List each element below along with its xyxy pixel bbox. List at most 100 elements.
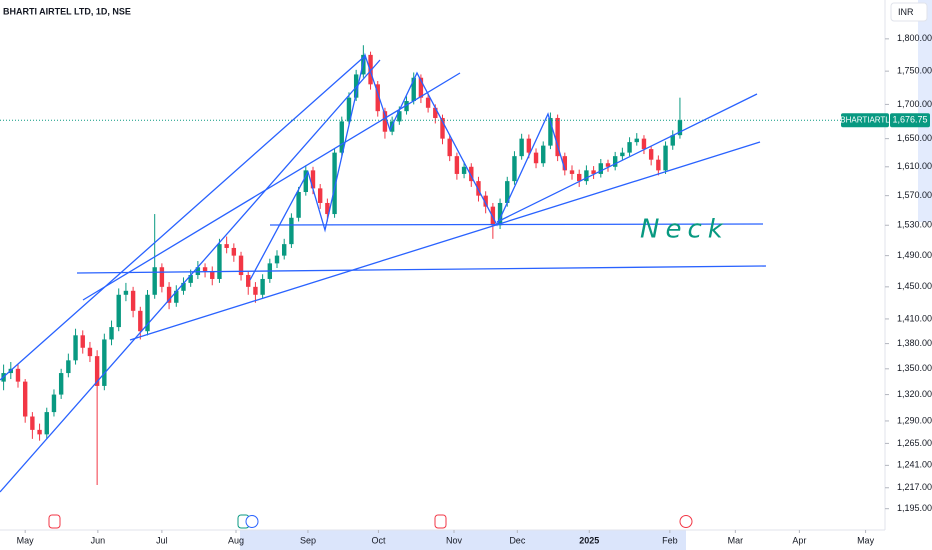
news-icon[interactable]: [679, 515, 693, 528]
x-tick-label: Mar: [728, 535, 744, 545]
trend-drawings: [0, 52, 767, 493]
candle-body: [612, 156, 618, 167]
candle-body: [289, 217, 294, 245]
y-tick-label: 1,241.00: [897, 460, 932, 470]
neck-line: [269, 223, 764, 226]
candle-body: [44, 412, 49, 435]
candle-body: [310, 170, 316, 189]
candle-body: [181, 282, 186, 291]
x-tick-label: Jun: [91, 535, 106, 545]
x-tick-label: Sep: [300, 535, 316, 545]
candle-body: [382, 111, 388, 132]
candle-body: [159, 267, 165, 287]
time-range-highlight: [240, 530, 686, 550]
candle-body: [282, 244, 287, 256]
y-tick-label: 1,195.00: [897, 503, 932, 513]
y-tick-label: 1,450.00: [897, 281, 932, 291]
candle-body: [166, 286, 172, 303]
candle-body: [188, 275, 193, 283]
candle-body: [548, 117, 553, 146]
y-tick-label: 1,530.00: [897, 220, 932, 230]
y-tick-label: 1,380.00: [897, 338, 932, 348]
candle-body: [591, 170, 596, 174]
candle-body: [677, 120, 683, 136]
last-price-bg: [890, 113, 930, 128]
candle-body: [116, 294, 121, 328]
candle-body: [94, 356, 100, 386]
candle-body: [512, 156, 517, 182]
candle-body: [15, 368, 21, 382]
earnings-icon[interactable]: [434, 514, 447, 529]
candle-body: [483, 195, 488, 207]
candle-body: [584, 170, 589, 182]
y-tick-label: 1,265.00: [897, 438, 932, 448]
x-tick-label: Apr: [792, 535, 806, 545]
candle-body: [224, 244, 229, 248]
candle-body: [37, 429, 42, 435]
candle-body: [656, 159, 661, 171]
earnings-icon[interactable]: [48, 514, 61, 529]
candle-body: [411, 77, 416, 102]
candle-body: [569, 170, 575, 174]
y-tick-label: 1,570.00: [897, 190, 932, 200]
candle-body: [476, 181, 481, 196]
candle-body: [174, 290, 179, 303]
trend-line: [0, 55, 366, 381]
candle-body: [353, 74, 359, 98]
y-tick-label: 1,290.00: [897, 415, 932, 425]
candle-body: [375, 84, 380, 112]
x-tick-label: May: [857, 535, 875, 545]
candle-body: [202, 267, 208, 272]
x-tick-label: Nov: [446, 535, 463, 545]
currency[interactable]: INR: [898, 7, 914, 17]
candle-body: [461, 166, 467, 174]
candle-body: [58, 373, 64, 395]
x-tick-label: Feb: [662, 535, 678, 545]
x-tick-label: Dec: [509, 535, 526, 545]
candle-body: [605, 163, 611, 167]
y-tick-label: 1,750.00: [897, 66, 932, 76]
candle-body: [577, 173, 582, 182]
candle-body: [598, 163, 603, 174]
candle-body: [238, 255, 244, 276]
candle-body: [648, 149, 654, 160]
candle-body: [670, 135, 675, 146]
candle-body: [469, 166, 474, 182]
candle-body: [109, 327, 114, 340]
candle-body: [663, 145, 668, 171]
candle-body: [22, 381, 28, 417]
candle-body: [440, 117, 445, 139]
y-tick-label: 1,700.00: [897, 99, 932, 109]
zigzag: [249, 52, 566, 281]
candle-body: [541, 145, 546, 164]
scale-highlight: [918, 0, 932, 222]
y-tick-label: 1,217.00: [897, 482, 932, 492]
candle-body: [641, 138, 647, 150]
dividend-icon[interactable]: [245, 515, 259, 528]
x-tick-label: Jul: [156, 535, 168, 545]
candle-body: [620, 152, 625, 157]
candle-body: [397, 111, 402, 122]
currency-box[interactable]: [890, 2, 928, 22]
support-line: [76, 265, 767, 274]
candle-body: [73, 335, 78, 361]
candle-body: [87, 347, 93, 357]
candle-body: [317, 188, 323, 203]
y-tick-label: 1,410.00: [897, 313, 932, 323]
trend-line: [496, 93, 758, 223]
candle-body: [627, 142, 632, 153]
chart-title: BHARTI AIRTEL LTD, 1D, NSE: [3, 6, 131, 16]
candle-body: [145, 294, 150, 332]
event-icons: [48, 514, 693, 529]
y-tick-label: 1,610.00: [897, 161, 932, 171]
y-tick-label: 1,490.00: [897, 250, 932, 260]
candle-body: [526, 138, 532, 153]
y-tick-label: 1,800.00: [897, 33, 932, 43]
x-tick-label: Aug: [228, 535, 244, 545]
candle-body: [418, 77, 424, 98]
candle-body: [433, 107, 438, 118]
candle-body: [332, 152, 337, 215]
candle-body: [555, 117, 560, 157]
annotation: Neck: [640, 215, 729, 245]
